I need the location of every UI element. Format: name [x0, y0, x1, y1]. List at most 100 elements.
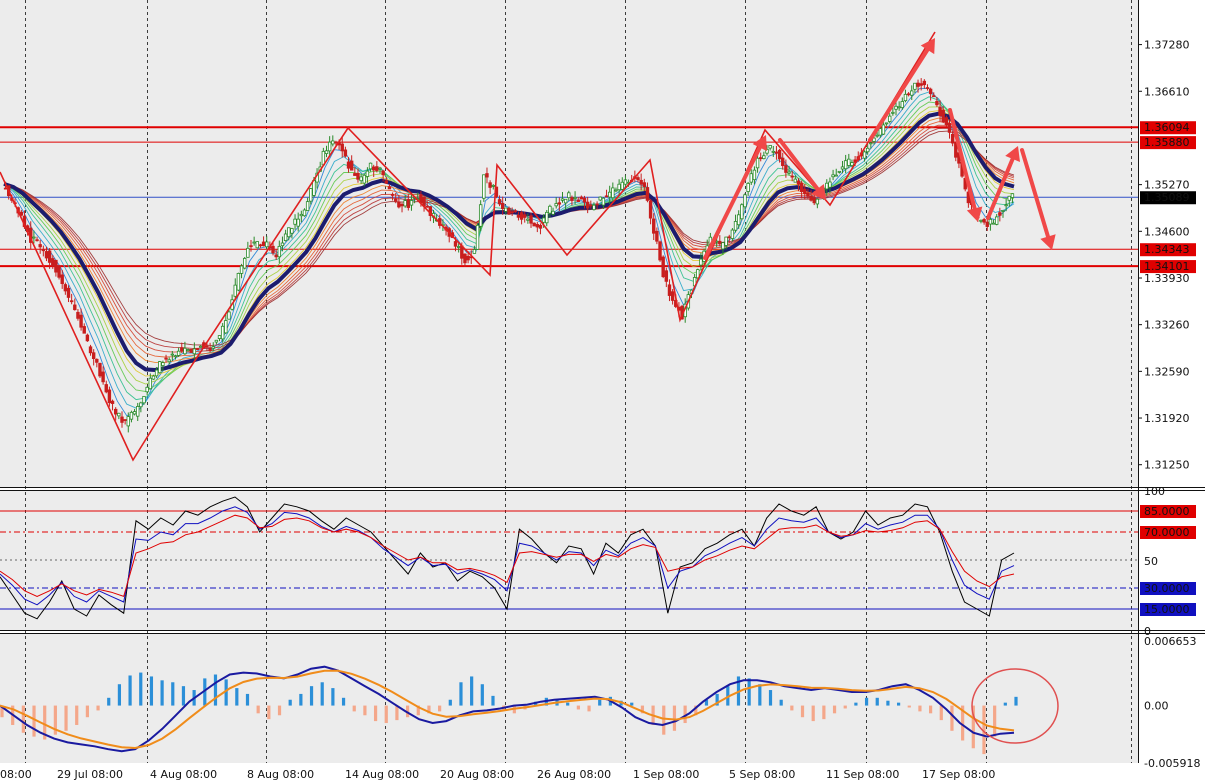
- time-tick-label: 1 Sep 08:00: [633, 768, 699, 781]
- candle-body: [3, 187, 8, 190]
- candle-body: [655, 230, 659, 242]
- candle-body: [258, 244, 263, 247]
- candle-body: [287, 227, 291, 238]
- candle-body: [368, 162, 373, 170]
- candle-body: [825, 182, 829, 190]
- price-pane[interactable]: [0, 0, 1138, 487]
- macd-histogram-bar: [309, 686, 314, 706]
- macd-histogram-bar: [854, 702, 858, 706]
- candle-body: [485, 173, 489, 178]
- pane-separator[interactable]: [0, 630, 1205, 633]
- macd-histogram-bar: [128, 675, 132, 706]
- candle-body: [793, 178, 798, 183]
- candle-body: [803, 188, 807, 194]
- candle-body: [107, 389, 112, 404]
- highlight-circle[interactable]: [971, 668, 1059, 744]
- candle-body: [812, 197, 816, 204]
- macd-histogram-bar: [416, 705, 420, 716]
- pane-separator[interactable]: [0, 487, 1205, 490]
- candle-body: [724, 236, 728, 246]
- candle-body: [283, 233, 288, 241]
- price-tick-label: 1.37280: [1144, 39, 1190, 52]
- macd-histogram-bar: [448, 699, 452, 706]
- candle-body: [214, 339, 219, 343]
- candle-body: [938, 106, 942, 117]
- candle-body: [607, 191, 612, 198]
- price-tick-label: 1.31250: [1144, 459, 1190, 472]
- candle-body: [148, 377, 153, 390]
- macd-histogram-bar: [267, 705, 271, 720]
- macd-histogram-bar: [747, 678, 751, 706]
- macd-histogram-bar: [203, 678, 207, 706]
- down-arrow[interactable]: [778, 138, 820, 191]
- price-axis-area: [1138, 0, 1205, 781]
- zigzag-line[interactable]: [0, 31, 936, 462]
- macd-histogram-bar: [971, 705, 975, 749]
- down-arrow[interactable]: [1020, 148, 1050, 239]
- macd-histogram-bar: [694, 705, 698, 716]
- macd-histogram-bar: [0, 705, 4, 718]
- stoch-level-tag: [1140, 603, 1196, 616]
- candle-body: [95, 358, 99, 363]
- candle-body: [928, 88, 933, 95]
- price-tick-label: 1.36610: [1144, 85, 1190, 98]
- candle-body: [164, 357, 168, 360]
- candle-body: [519, 212, 524, 220]
- macd-histogram-bar: [886, 700, 890, 706]
- candle-body: [195, 348, 200, 351]
- down-arrow[interactable]: [948, 108, 977, 211]
- macd-histogram-bar: [683, 705, 687, 724]
- candle-body: [400, 203, 404, 207]
- candle-body: [372, 166, 376, 171]
- time-tick-label: 08:00: [0, 768, 32, 781]
- candle-body: [865, 147, 870, 153]
- candle-body: [740, 204, 744, 220]
- candle-body: [749, 173, 753, 183]
- candle-body: [497, 199, 502, 205]
- candle-body: [843, 160, 848, 170]
- candle-body: [620, 181, 624, 190]
- candle-body: [101, 371, 105, 383]
- macd-histogram-bar: [43, 705, 47, 740]
- candle-body: [535, 224, 540, 228]
- candle-body: [482, 174, 486, 199]
- macd-tick-label: -0.005918: [1144, 757, 1200, 770]
- macd-histogram-bar: [918, 705, 922, 712]
- macd-histogram-bar: [213, 674, 218, 706]
- candle-body: [850, 162, 854, 166]
- candle-body: [343, 149, 348, 157]
- candle-body: [582, 197, 587, 203]
- candle-body: [847, 158, 851, 166]
- candle-body: [570, 197, 574, 201]
- up-arrow[interactable]: [986, 156, 1015, 220]
- candle-body: [340, 143, 344, 152]
- candle-body: [491, 185, 495, 187]
- macd-histogram-bar: [85, 705, 89, 718]
- stoch-level-label: 15.0000: [1144, 603, 1190, 616]
- candle-body: [139, 402, 143, 408]
- macd-histogram-bar: [662, 705, 666, 735]
- candle-body: [453, 241, 458, 247]
- candle-body: [652, 218, 656, 234]
- candle-body: [299, 213, 304, 217]
- price-tick-label: 1.33260: [1144, 319, 1190, 332]
- candle-body: [988, 218, 993, 225]
- macd-histogram-bar: [107, 697, 111, 706]
- candle-body: [623, 179, 628, 185]
- up-arrow[interactable]: [868, 47, 930, 142]
- up-arrow[interactable]: [703, 145, 762, 260]
- candle-body: [403, 200, 407, 207]
- up-arrow-head: [1005, 146, 1020, 162]
- price-tick-label: 1.34600: [1144, 225, 1190, 238]
- candle-body: [529, 215, 533, 224]
- candle-body: [727, 236, 731, 239]
- candle-body: [799, 182, 804, 193]
- candle-body: [985, 221, 989, 227]
- stoch-level-tag: [1140, 526, 1196, 539]
- candle-body: [642, 182, 646, 188]
- candle-body: [41, 249, 46, 252]
- candle-body: [998, 212, 1002, 216]
- macd-histogram-bar: [245, 693, 250, 706]
- candle-body: [888, 115, 892, 122]
